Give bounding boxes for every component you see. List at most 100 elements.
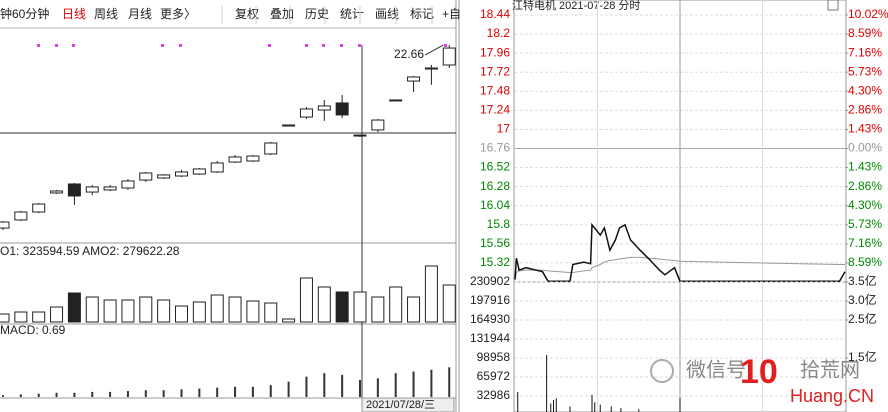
toolbar-tab[interactable]: 统计	[340, 7, 364, 21]
y-tick-label: 18.44	[480, 7, 510, 21]
volume-bar	[228, 296, 242, 323]
y-tick-label: 17.48	[480, 83, 510, 97]
volume-bar	[424, 265, 438, 323]
candle-body	[335, 102, 349, 116]
y2-tick-label: 4.30%	[848, 198, 882, 212]
toolbar-tab[interactable]: 画线	[375, 7, 399, 21]
y2-tick-label: 1.43%	[848, 160, 882, 174]
y-tick-label: 131944	[470, 331, 510, 345]
toolbar-tab[interactable]: 复权	[235, 7, 259, 21]
y-tick-label: 17	[497, 122, 511, 136]
volume-bar	[32, 311, 46, 323]
toolbar-tab[interactable]: 日线	[62, 7, 86, 21]
volume-bar	[371, 296, 385, 323]
volume-bar	[67, 292, 81, 323]
candle-body	[103, 186, 117, 191]
y-tick-label: 16.28	[480, 179, 510, 193]
candle-body	[157, 174, 171, 179]
pane-title: O1: 323594.59 AMO2: 279622.28	[0, 244, 180, 258]
y2-tick-label: 2.5亿	[848, 311, 877, 326]
y2-tick-label: 2.86%	[848, 179, 882, 193]
y2-tick-label: 10.02%	[848, 7, 888, 21]
watermark: 微信号 10 拾荒网 Huang.CN	[650, 353, 874, 406]
y2-tick-label: 1.5亿	[848, 349, 877, 364]
toolbar-tab[interactable]: 标记	[410, 7, 434, 21]
candle-body	[32, 203, 46, 213]
volume-bar	[389, 286, 403, 323]
annotation-line	[424, 44, 444, 56]
y-tick-label: 164930	[470, 312, 510, 326]
candle-body	[407, 76, 421, 82]
y-tick-label: 17.96	[480, 45, 510, 59]
candle-body	[246, 155, 260, 162]
toolbar-tab[interactable]: 周线	[94, 7, 118, 21]
volume-bar	[282, 318, 296, 323]
volume-bar	[139, 296, 153, 323]
volume-bar	[85, 296, 99, 323]
y2-tick-label: 3.5亿	[848, 273, 877, 288]
toolbar-tab[interactable]: 60分钟	[12, 6, 49, 21]
volume-bar	[50, 306, 64, 323]
toolbar-tab[interactable]: 钟	[0, 6, 12, 21]
y-tick-label: 197916	[470, 293, 510, 307]
candle-body	[371, 119, 385, 131]
y2-tick-label: 3.0亿	[848, 292, 877, 307]
toolbar-tab[interactable]: 叠加	[270, 7, 294, 21]
candle-body	[14, 211, 28, 221]
candle-body	[389, 99, 403, 102]
y2-tick-label: 2.86%	[848, 103, 882, 117]
candle-body	[264, 142, 278, 155]
y2-tick-label: 4.30%	[848, 83, 882, 97]
volume-bar	[175, 305, 188, 323]
volume-bar	[335, 291, 349, 323]
candle-body	[67, 183, 81, 197]
y-tick-label: 17.24	[480, 103, 510, 117]
y-tick-label: 16.04	[480, 198, 510, 212]
y2-tick-label: 5.73%	[848, 64, 882, 78]
volume-bar	[0, 313, 10, 323]
candle-body	[175, 171, 188, 177]
volume-bar	[442, 284, 456, 323]
volume-bar	[121, 299, 135, 323]
toolbar-tab[interactable]: 历史	[305, 7, 329, 21]
event-markers	[37, 44, 447, 47]
volume-bar	[317, 286, 331, 323]
y-tick-label: 15.8	[487, 217, 511, 231]
candle-body	[424, 67, 438, 70]
volume-bar	[14, 311, 28, 323]
volume-bar	[407, 296, 421, 323]
y-tick-label: 17.72	[480, 64, 510, 78]
volume-bar	[192, 301, 206, 323]
y2-tick-label: 5.73%	[848, 217, 882, 231]
candle-body	[50, 190, 64, 194]
volume-bar	[103, 299, 117, 323]
volume-bar	[353, 291, 367, 323]
candle-body	[299, 108, 313, 118]
date-label: 2021/07/28/三	[366, 399, 435, 411]
y2-tick-label: 7.16%	[848, 45, 882, 59]
candle-body	[192, 168, 206, 175]
price-line	[514, 222, 846, 282]
watermark-site: Huang.CN	[790, 386, 874, 406]
volume-bar	[299, 277, 313, 323]
y-tick-label: 18.2	[487, 26, 511, 40]
toolbar-tab[interactable]: 月线	[128, 7, 152, 21]
toolbar-tab[interactable]: +自	[442, 7, 461, 21]
candle-body	[0, 221, 10, 229]
candle-body	[353, 134, 367, 137]
pane-title: MACD: 0.69	[0, 323, 66, 337]
volume-bar	[210, 294, 224, 323]
candle-body	[85, 186, 99, 193]
checkbox[interactable]	[827, 0, 839, 11]
chart-title: 江特电机 2021-07-28 分时	[512, 0, 640, 12]
candle-body	[282, 124, 296, 127]
y2-tick-label: 8.59%	[848, 255, 882, 269]
toolbar-tab[interactable]: 更多〉	[160, 7, 196, 21]
y-tick-label: 98958	[477, 350, 511, 364]
volume-bar	[264, 302, 278, 323]
watermark-text: 微信号	[686, 358, 746, 381]
candle-body	[139, 172, 153, 181]
y-tick-label: 230902	[470, 274, 510, 288]
y-tick-label: 65972	[477, 369, 511, 383]
